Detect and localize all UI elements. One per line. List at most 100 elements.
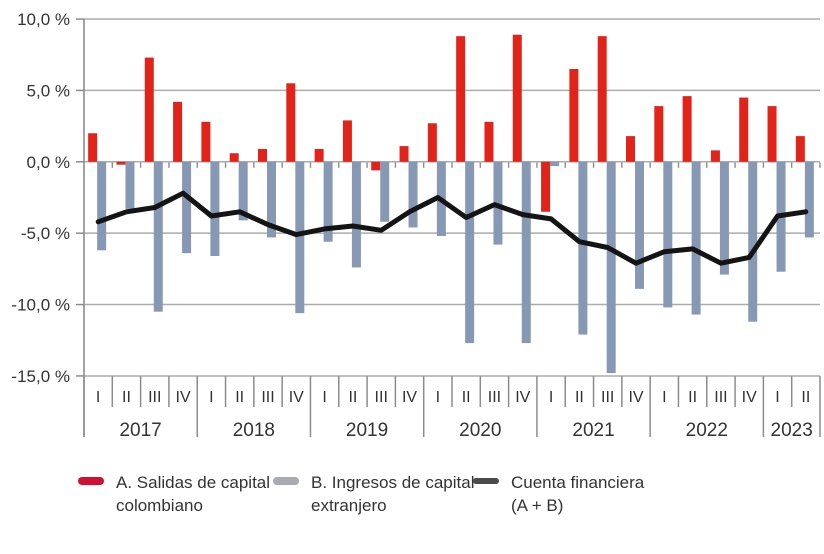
- quarter-label: III: [714, 389, 727, 406]
- y-tick-label: -5,0 %: [21, 224, 70, 243]
- quarter-label: III: [375, 389, 388, 406]
- year-label: 2023: [771, 420, 813, 441]
- quarter-label: I: [322, 389, 326, 406]
- y-tick-label: -10,0 %: [11, 296, 70, 315]
- salidas-bars: [88, 34, 805, 212]
- quarter-label: II: [462, 389, 471, 406]
- salidas-bar-2021 III: [597, 36, 607, 162]
- quarter-label: I: [209, 389, 213, 406]
- y-tick-label: 10,0 %: [17, 10, 70, 29]
- legend-item-ingresos: B. Ingresos de capital extranjero: [273, 471, 475, 518]
- salidas-bar-2022 I: [654, 106, 664, 162]
- salidas-bar-2017 II: [116, 161, 126, 165]
- salidas-swatch: [78, 477, 104, 485]
- ingresos-bar-2021 III: [606, 161, 616, 374]
- ingresos-bar-2019 II: [351, 161, 361, 268]
- quarter-label: II: [122, 389, 131, 406]
- legend: A. Salidas de capital colombiano B. Ingr…: [0, 471, 681, 518]
- cuenta-financiera-line: [95, 190, 809, 266]
- ingresos-swatch: [273, 477, 299, 485]
- ingresos-bar-2018 I: [210, 161, 220, 257]
- quarter-label: III: [261, 389, 274, 406]
- ingresos-bar-2019 IV: [408, 161, 418, 228]
- year-label: 2022: [686, 420, 728, 441]
- ingresos-bar-2022 II: [691, 161, 701, 315]
- quarter-label: I: [436, 389, 440, 406]
- ingresos-bars: [97, 161, 814, 374]
- ingresos-bar-2017 III: [153, 161, 163, 312]
- y-axis-labels: 10,0 % 5,0 % 0,0 % -5,0 % -10,0 % -15,0 %: [11, 10, 70, 386]
- quarter-label: II: [575, 389, 584, 406]
- year-label: 2019: [346, 420, 388, 441]
- cuenta-swatch: [473, 478, 499, 484]
- y-tick-label: -15,0 %: [11, 367, 70, 386]
- y-tick-label: 5,0 %: [27, 81, 70, 100]
- year-label: 2021: [572, 420, 614, 441]
- ingresos-bar-2021 IV: [635, 161, 644, 289]
- salidas-bar-2019 I: [314, 148, 324, 162]
- quarter-label: II: [801, 389, 810, 406]
- ingresos-bar-2018 III: [267, 161, 276, 238]
- salidas-bar-2018 IV: [286, 83, 296, 162]
- year-label: 2017: [119, 420, 161, 441]
- ingresos-bar-2021 II: [578, 161, 588, 335]
- quarter-label: IV: [402, 389, 417, 406]
- salidas-bar-2021 I: [541, 161, 551, 212]
- ingresos-bar-2018 II: [238, 161, 248, 221]
- year-label: 2020: [459, 420, 501, 441]
- ingresos-bar-2019 I: [323, 161, 333, 242]
- ingresos-bar-2018 IV: [295, 161, 305, 314]
- ingresos-bar-2022 IV: [748, 161, 758, 322]
- salidas-bar-2020 III: [484, 121, 494, 162]
- ingresos-bar-2022 I: [663, 161, 673, 308]
- ingresos-bar-2020 IV: [521, 161, 531, 344]
- salidas-bar-2018 I: [201, 121, 211, 162]
- quarter-label: I: [775, 389, 779, 406]
- salidas-bar-2017 III: [144, 57, 154, 162]
- ingresos-bar-2017 I: [97, 161, 107, 251]
- salidas-bar-2019 IV: [399, 146, 409, 162]
- zero-line-ticks: [111, 162, 821, 168]
- ingresos-bar-2020 II: [465, 161, 475, 344]
- salidas-label: A. Salidas de capital colombiano: [116, 473, 271, 516]
- quarter-label: IV: [628, 389, 643, 406]
- quarter-label: IV: [515, 389, 530, 406]
- quarter-label: II: [348, 389, 357, 406]
- legend-item-cuenta: Cuenta financiera (A + B): [473, 471, 681, 518]
- quarter-label: III: [148, 389, 161, 406]
- salidas-bar-2021 IV: [626, 136, 635, 162]
- y-tick-label: 0,0 %: [27, 153, 70, 172]
- salidas-bar-2020 II: [456, 36, 466, 162]
- salidas-bar-2019 III: [371, 161, 381, 171]
- salidas-bar-2022 IV: [739, 97, 749, 162]
- quarter-label: IV: [176, 389, 191, 406]
- salidas-bar-2017 I: [88, 133, 98, 162]
- salidas-bar-2023 I: [767, 106, 777, 162]
- ingresos-bar-2022 III: [719, 161, 729, 275]
- ingresos-bar-2019 III: [380, 161, 390, 222]
- year-label: 2018: [233, 420, 275, 441]
- quarter-label: I: [662, 389, 666, 406]
- quarter-label: IV: [289, 389, 304, 406]
- quarter-label: III: [601, 389, 614, 406]
- salidas-bar-2022 II: [682, 96, 692, 162]
- financial-account-chart: 10,0 %5,0 %0,0 %-5,0 %-10,0 %-15,0 %I II I…: [11, 10, 821, 441]
- quarter-label: I: [96, 389, 100, 406]
- salidas-bar-2020 I: [427, 123, 437, 162]
- quarter-label: II: [688, 389, 697, 406]
- ingresos-label: B. Ingresos de capital extranjero: [311, 473, 475, 516]
- salidas-bar-2017 IV: [173, 101, 183, 162]
- ingresos-bar-2017 IV: [182, 161, 192, 254]
- salidas-bar-2018 II: [229, 153, 239, 162]
- ingresos-bar-2017 II: [125, 161, 135, 209]
- quarter-label: III: [488, 389, 501, 406]
- legend-item-salidas: A. Salidas de capital colombiano: [78, 471, 273, 518]
- salidas-bar-2021 II: [569, 69, 579, 162]
- cuenta-label: Cuenta financiera (A + B): [511, 473, 645, 516]
- ingresos-bar-2021 I: [550, 161, 560, 167]
- salidas-bar-2022 III: [710, 150, 720, 162]
- ingresos-bar-2023 II: [804, 161, 814, 238]
- salidas-bar-2020 IV: [512, 34, 522, 162]
